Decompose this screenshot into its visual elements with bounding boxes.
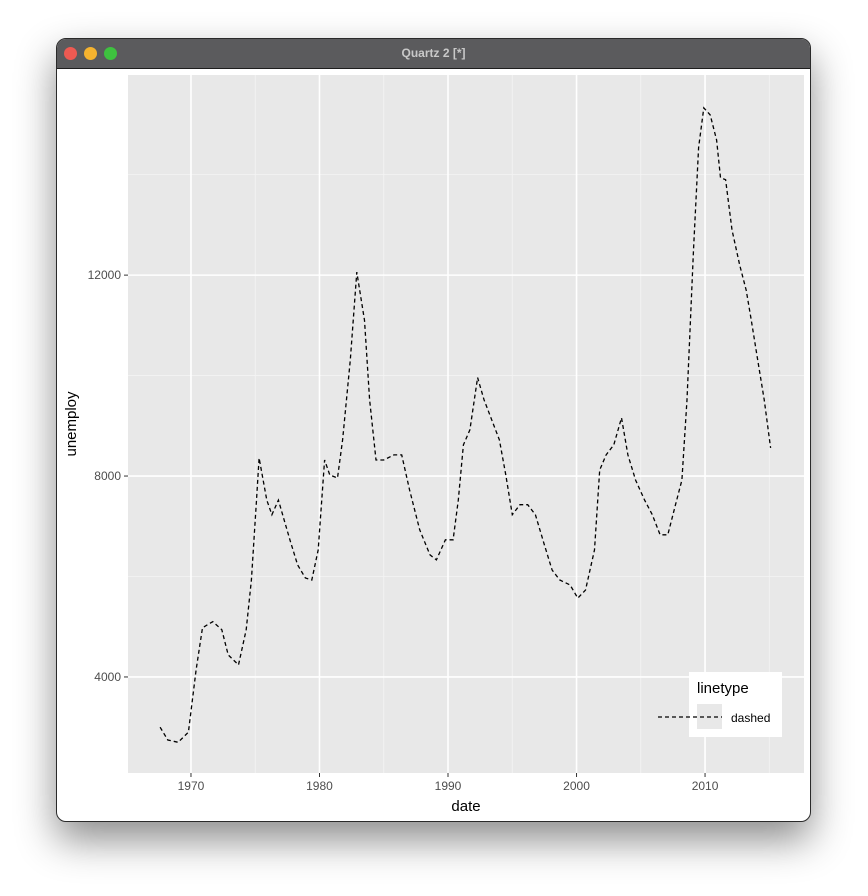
- title-bar: Quartz 2 [*]: [57, 39, 810, 69]
- x-tick-label: 2010: [692, 779, 719, 793]
- minimize-button[interactable]: [84, 47, 97, 60]
- x-tick-label: 1970: [178, 779, 205, 793]
- window-title: Quartz 2 [*]: [401, 46, 466, 60]
- data-line: [159, 106, 772, 744]
- y-tick-label: 8000: [94, 469, 121, 483]
- legend-title: linetype: [697, 680, 749, 697]
- y-axis-title: unemploy: [63, 391, 80, 457]
- x-tick-label: 2000: [563, 779, 590, 793]
- x-tick-label: 1990: [435, 779, 462, 793]
- zoom-button[interactable]: [104, 47, 117, 60]
- y-tick-label: 4000: [94, 670, 121, 684]
- close-button[interactable]: [64, 47, 77, 60]
- plot-panel: [128, 75, 804, 773]
- x-tick-label: 1980: [306, 779, 333, 793]
- legend-label: dashed: [731, 711, 770, 725]
- x-axis-title: date: [451, 798, 480, 815]
- y-tick-label: 12000: [88, 268, 122, 282]
